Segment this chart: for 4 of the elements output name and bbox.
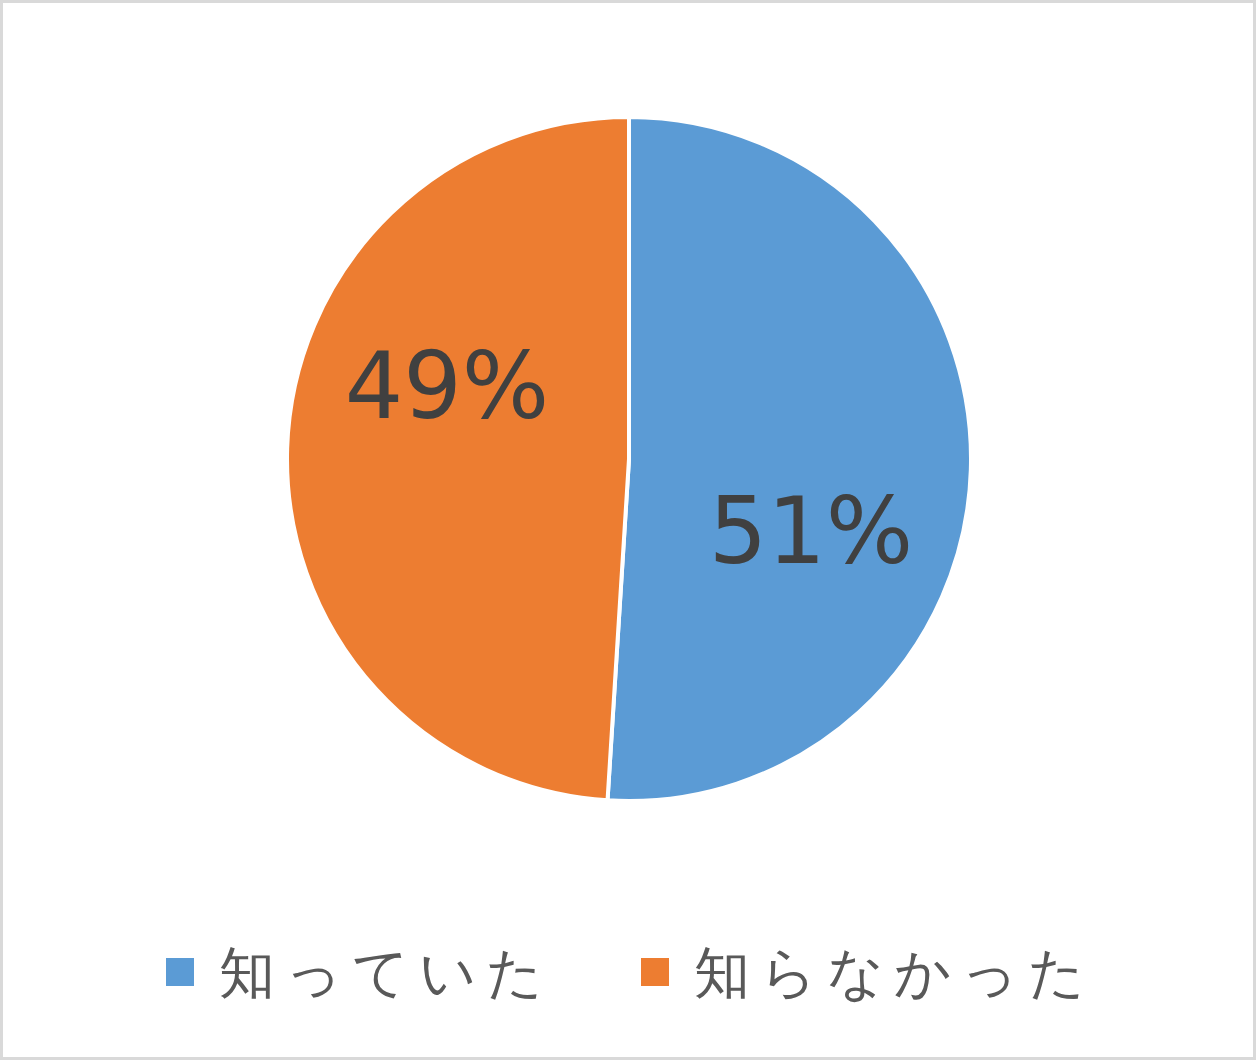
legend-label: 知っていた (219, 939, 553, 1005)
legend-label: 知らなかった (694, 939, 1095, 1005)
data-label: 51% (708, 478, 914, 586)
data-label: 49% (344, 332, 550, 440)
